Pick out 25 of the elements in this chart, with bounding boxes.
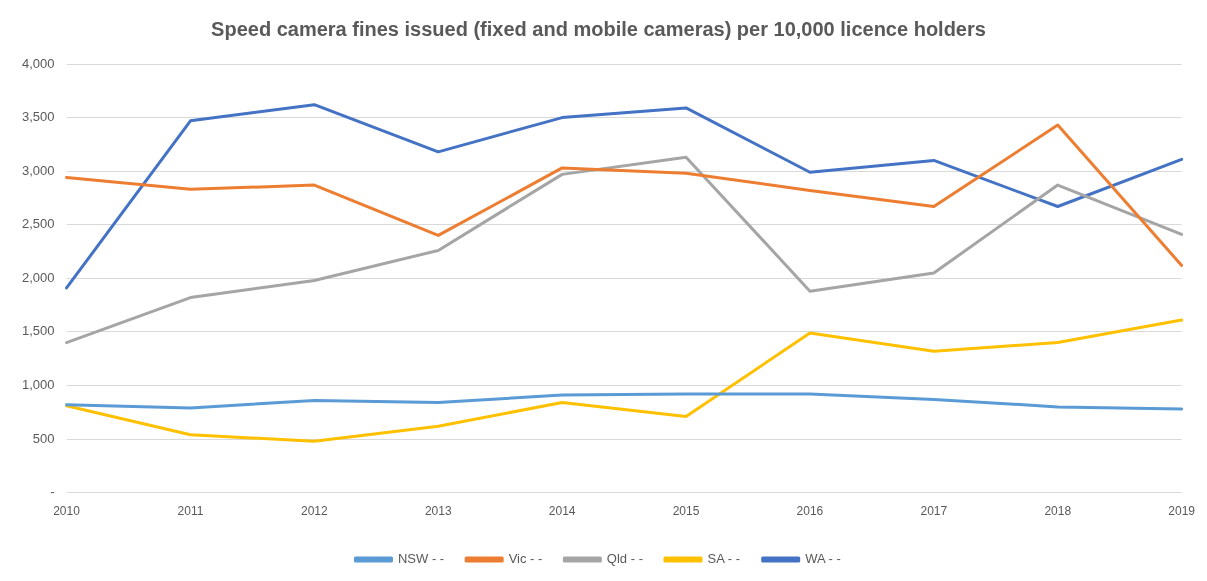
x-tick-label: 2014 xyxy=(548,504,576,519)
x-tick-label: 2016 xyxy=(796,504,824,519)
legend-label: NSW - - xyxy=(397,551,445,567)
y-tick-label: 1,500 xyxy=(21,323,55,339)
legend-label: Qld - - xyxy=(606,551,643,567)
x-tick-label: 2011 xyxy=(177,504,204,519)
x-tick-label: 2018 xyxy=(1044,504,1072,519)
x-tick-label: 2012 xyxy=(300,504,329,519)
y-tick-label: 3,000 xyxy=(21,162,55,178)
y-tick-label: - xyxy=(50,484,55,500)
legend-label: Vic - - xyxy=(508,551,543,567)
y-tick-label: 3,500 xyxy=(21,109,55,125)
x-tick-label: 2015 xyxy=(672,504,700,519)
x-tick-label: 2013 xyxy=(424,504,452,519)
chart-title: Speed camera fines issued (fixed and mobile cameras) per 10,000 licence holders xyxy=(211,17,986,40)
y-tick-label: 2,500 xyxy=(21,216,55,232)
legend-label: WA - - xyxy=(805,551,841,567)
y-tick-label: 2,000 xyxy=(21,269,55,285)
x-tick-label: 2019 xyxy=(1168,504,1196,519)
y-tick-label: 500 xyxy=(32,430,55,446)
y-tick-label: 1,000 xyxy=(21,377,55,393)
x-tick-label: 2010 xyxy=(53,504,81,519)
x-tick-label: 2017 xyxy=(920,504,948,519)
legend-label: SA - - xyxy=(707,551,740,567)
y-tick-label: 4,000 xyxy=(21,55,55,71)
